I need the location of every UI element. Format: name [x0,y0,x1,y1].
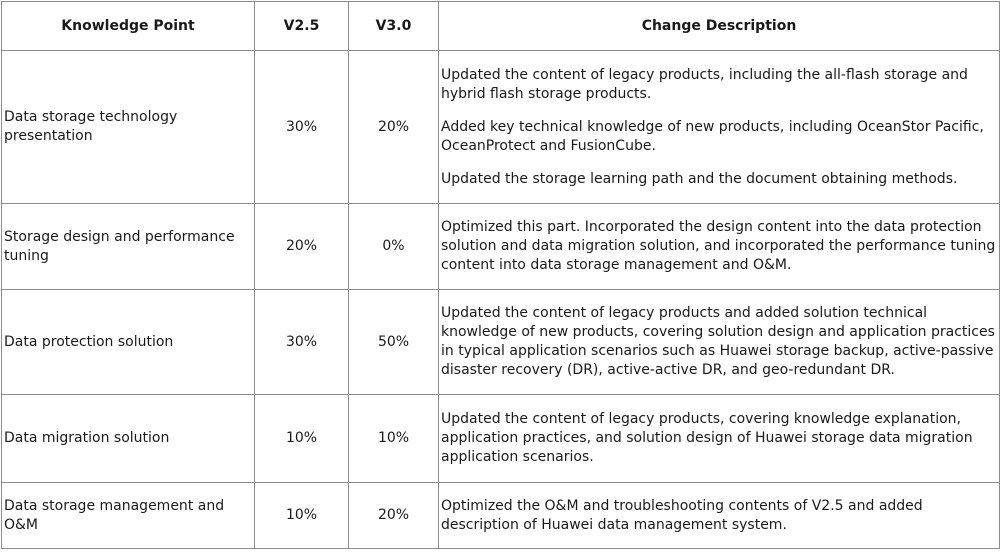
header-change-description: Change Description [438,1,1000,51]
description-paragraph: Updated the content of legacy products, … [441,66,968,102]
table-row: Storage design and performance tuning 20… [1,203,1000,290]
v30-cell: 0% [348,203,439,290]
change-description-cell: Updated the content of legacy products, … [438,394,1000,483]
v25-cell: 10% [254,482,349,549]
header-row: Knowledge Point V2.5 V3.0 Change Descrip… [1,1,1000,51]
change-description-cell: Optimized this part. Incorporated the de… [438,203,1000,290]
description-paragraph: Updated the content of legacy products, … [441,411,973,465]
v30-cell: 10% [348,394,439,483]
change-description-cell: Updated the content of legacy products, … [438,50,1000,204]
v25-cell: 30% [254,289,349,395]
header-v25: V2.5 [254,1,349,51]
description-paragraph: Added key technical knowledge of new pro… [441,118,984,154]
v30-cell: 20% [348,50,439,204]
description-paragraph: Updated the content of legacy products a… [441,305,995,378]
description-paragraph: Optimized this part. Incorporated the de… [441,219,996,273]
v25-cell: 30% [254,50,349,204]
v30-cell: 20% [348,482,439,549]
knowledge-point-cell: Data protection solution [1,289,255,395]
description-paragraph: Updated the storage learning path and th… [441,170,958,187]
knowledge-point-cell: Storage design and performance tuning [1,203,255,290]
knowledge-point-cell: Data storage management and O&M [1,482,255,549]
header-v30: V3.0 [348,1,439,51]
change-description-cell: Updated the content of legacy products a… [438,289,1000,395]
table-row: Data migration solution 10% 10% Updated … [1,394,1000,483]
table-row: Data storage technology presentation 30%… [1,50,1000,204]
knowledge-point-cell: Data migration solution [1,394,255,483]
v25-cell: 10% [254,394,349,483]
table-row: Data storage management and O&M 10% 20% … [1,482,1000,549]
change-description-cell: Optimized the O&M and troubleshooting co… [438,482,1000,549]
v30-cell: 50% [348,289,439,395]
description-paragraph: Optimized the O&M and troubleshooting co… [441,497,923,533]
table-row: Data protection solution 30% 50% Updated… [1,289,1000,395]
knowledge-point-cell: Data storage technology presentation [1,50,255,204]
v25-cell: 20% [254,203,349,290]
header-knowledge-point: Knowledge Point [1,1,255,51]
